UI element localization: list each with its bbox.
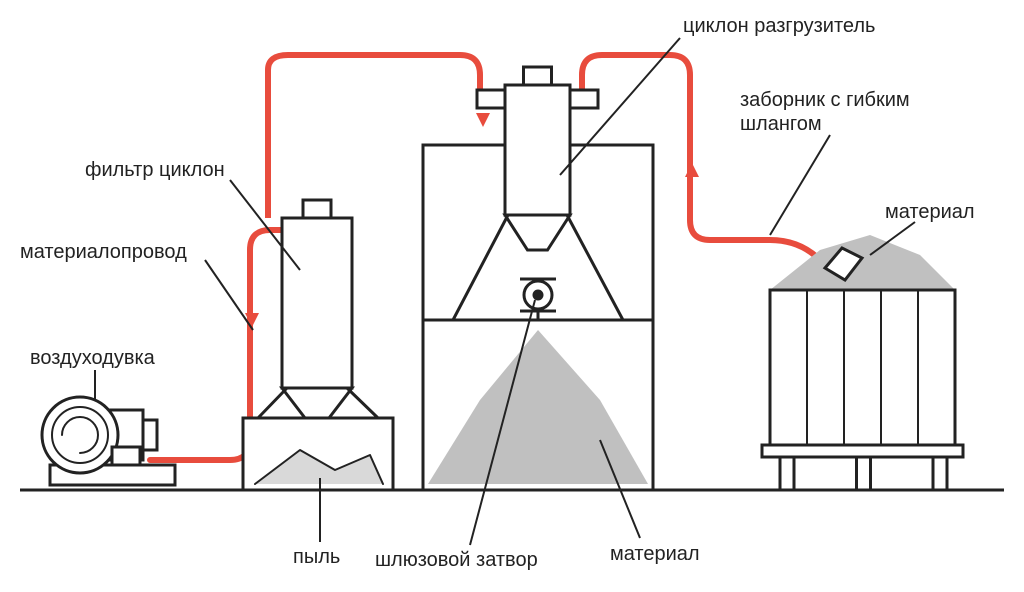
label-filter_cyclone: фильтр циклон — [85, 158, 225, 182]
label-dust: пыль — [293, 545, 340, 569]
label-material_top: материал — [885, 200, 975, 224]
label-material_bottom: материал — [610, 542, 700, 566]
label-airlock: шлюзовой затвор — [375, 548, 538, 572]
diagram-stage: циклон разгрузитель заборник с гибким шла… — [0, 0, 1024, 592]
label-cyclone_unloader: циклон разгрузитель — [683, 14, 875, 38]
label-blower: воздуходувка — [30, 346, 155, 370]
label-intake_hose: заборник с гибким шлангом — [740, 88, 910, 136]
label-material_pipe: материалопровод — [20, 240, 187, 264]
